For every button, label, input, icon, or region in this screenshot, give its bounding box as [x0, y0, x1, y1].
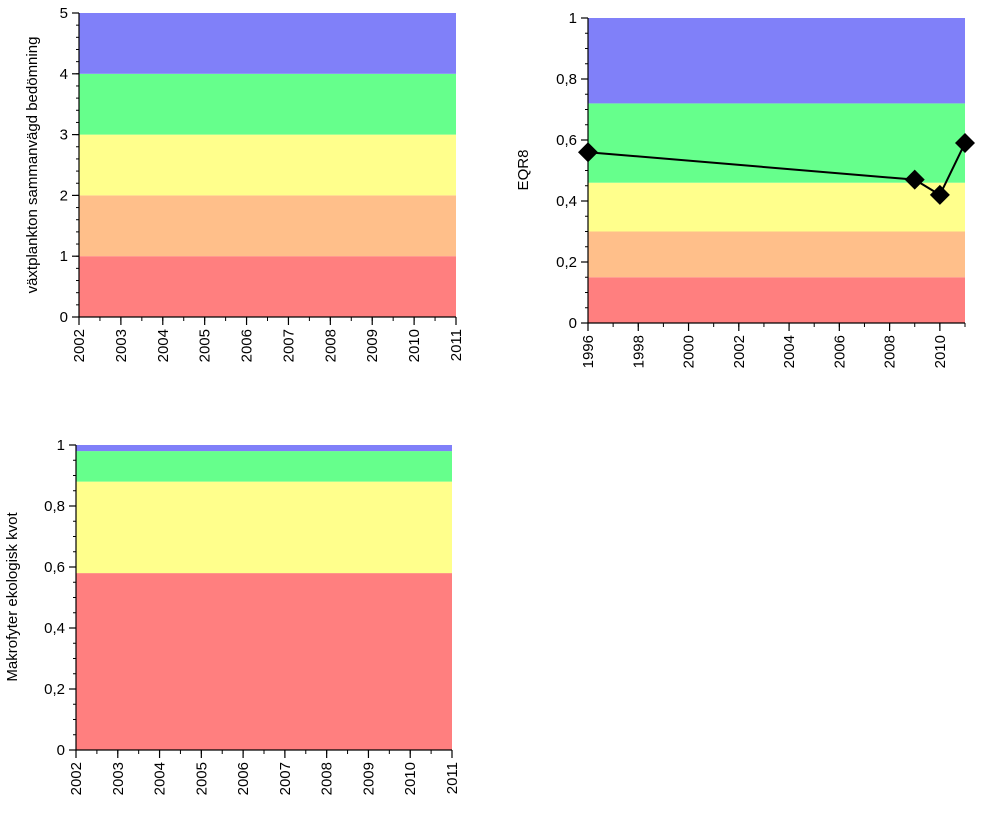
x-tick-label: 2010	[932, 335, 949, 368]
band-3	[79, 73, 456, 135]
x-tick-label: 2002	[68, 762, 85, 795]
chart-phytoplankton: 0 1 2 3 4 5 2002 2003 2004 2005 2006 2007 2008 2009 20…	[24, 5, 465, 362]
x-tick-label: 2009	[364, 329, 381, 362]
y-tick-label: 3	[60, 127, 68, 144]
x-tick-label: 2002	[71, 329, 88, 362]
x-tick-label: 2009	[360, 762, 377, 795]
y-tick-label: 0	[57, 742, 65, 759]
chart-eqr8: 0 0,2 0,4 0,6 0,8 1 1996 1998 2000 2002 2004 2006 20…	[515, 10, 975, 368]
band-0	[79, 256, 456, 317]
x-tick-label: 2003	[113, 329, 130, 362]
x-tick-label: 2006	[235, 762, 252, 795]
x-tick-label: 2000	[681, 335, 698, 368]
x-tick-label: 1996	[580, 335, 597, 368]
series-line	[587, 142, 966, 197]
x-tick-label: 2008	[319, 762, 336, 795]
x-tick-label: 2010	[406, 329, 423, 362]
x-tick-label: 2008	[882, 335, 899, 368]
x-tick-label: 2004	[152, 762, 169, 795]
data-point-diamond	[578, 142, 598, 163]
band-1	[79, 195, 456, 257]
x-tick-label: 2007	[280, 329, 297, 362]
y-tick-label: 0,6	[44, 559, 65, 576]
x-tick-label: 2004	[155, 329, 172, 362]
y-tick-label: 0,2	[556, 254, 577, 271]
data-point-diamond	[955, 133, 975, 154]
x-tick-label: 2006	[831, 335, 848, 368]
y-tick-label: 0	[569, 315, 577, 332]
x-tick-label: 2008	[322, 329, 339, 362]
y-tick-label: 2	[60, 187, 68, 204]
y-tick-label: 1	[569, 10, 577, 27]
band-2	[79, 134, 456, 196]
y-tick-label: 0,4	[44, 620, 65, 637]
band-2	[588, 182, 965, 232]
x-tick-label: 2011	[448, 329, 465, 361]
data-point-diamond	[929, 184, 950, 205]
x-tick-label: 2005	[193, 762, 210, 795]
band-0	[588, 277, 965, 323]
band-2	[76, 451, 452, 482]
x-tick-label: 2011	[444, 762, 461, 794]
band-1	[588, 231, 965, 278]
x-tick-label: 2003	[110, 762, 127, 795]
y-tick-label: 0,2	[44, 681, 65, 698]
band-4	[79, 13, 456, 74]
y-tick-label: 0,4	[556, 193, 577, 210]
y-tick-label: 0,8	[44, 498, 65, 515]
x-tick-label: 2010	[402, 762, 419, 795]
y-tick-label: 0	[60, 309, 68, 326]
y-tick-label: 1	[57, 437, 65, 454]
y-tick-label: 1	[60, 248, 68, 265]
chart-macrophytes: 0 0,2 0,4 0,6 0,8 1 2002 2003 2004 2005 2006 2007 20…	[4, 437, 461, 795]
x-tick-label: 2005	[197, 329, 214, 362]
y-axis-label: växtplankton sammanvägd bedömning	[24, 37, 41, 294]
x-tick-label: 2004	[781, 335, 798, 368]
band-4	[588, 18, 965, 104]
x-tick-label: 2006	[239, 329, 256, 362]
y-tick-label: 4	[60, 66, 68, 83]
y-tick-label: 5	[60, 5, 68, 22]
x-tick-label: 2007	[277, 762, 294, 795]
band-3	[76, 445, 452, 452]
y-axis-label: EQR8	[515, 150, 532, 191]
y-tick-label: 0,8	[556, 71, 577, 88]
band-1	[76, 481, 452, 574]
band-3	[588, 103, 965, 183]
band-0	[76, 573, 452, 750]
x-tick-label: 1998	[630, 335, 647, 368]
x-tick-label: 2002	[731, 335, 748, 368]
y-axis-label: Makrofyter ekologisk kvot	[4, 512, 21, 682]
data-point-diamond	[904, 169, 925, 190]
y-tick-label: 0,6	[556, 132, 577, 149]
